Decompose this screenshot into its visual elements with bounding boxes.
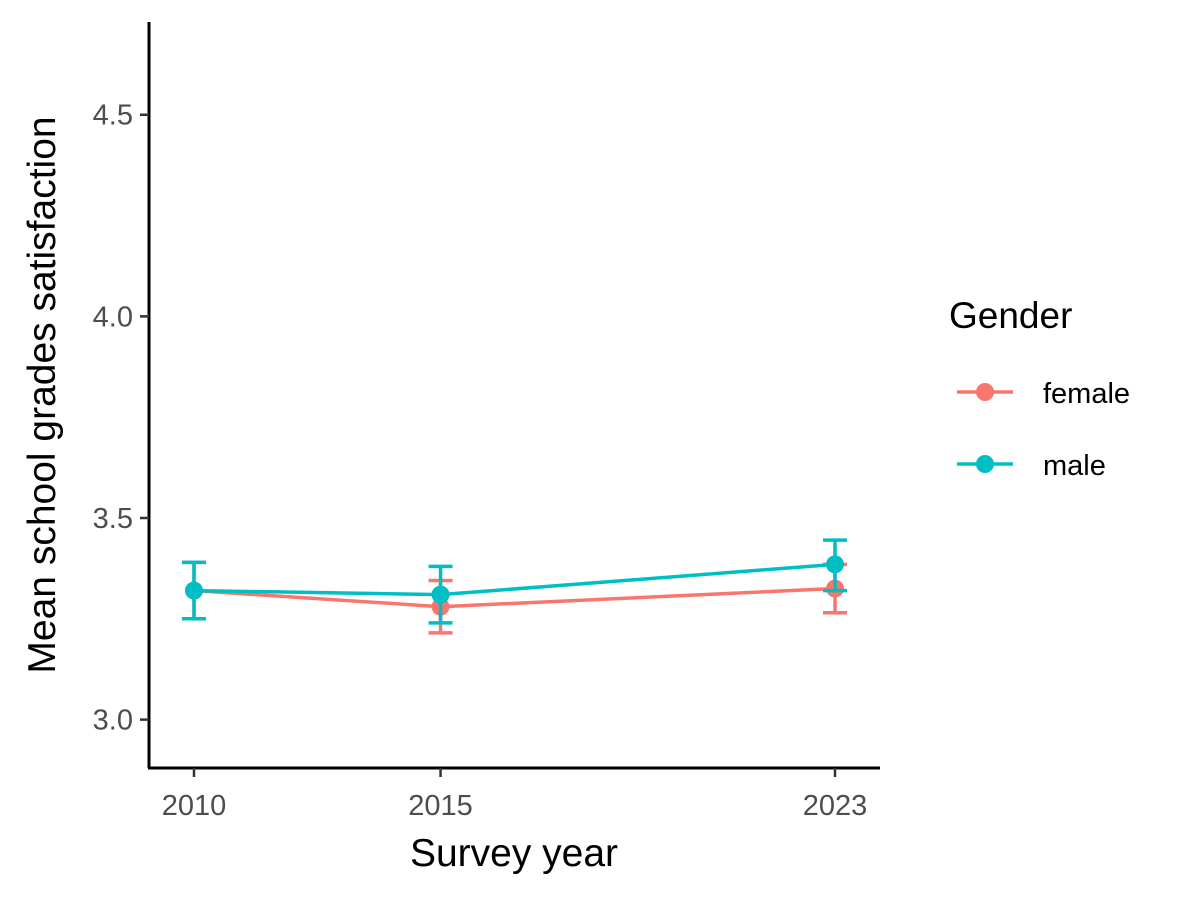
legend-label: male [1043,450,1106,482]
y-axis-title: Mean school grades satisfaction [21,116,64,673]
legend-item-female: female [957,378,1130,410]
plot-area: 3.0 3.5 4.0 4.5 2010 2015 2023 [93,22,880,822]
legend-label: female [1043,378,1130,410]
x-tick-label: 2010 [162,790,227,822]
legend-key-point [976,455,994,473]
legend-key-point [976,383,994,401]
male-point [431,585,450,604]
x-tick-label: 2015 [408,790,473,822]
y-tick-label: 4.5 [93,100,133,132]
y-tick-label: 4.0 [93,301,133,333]
legend-title: Gender [949,295,1072,336]
legend: Gender female male [949,295,1130,482]
legend-item-male: male [957,450,1106,482]
legend-items: female male [957,378,1130,482]
series-male [182,538,847,625]
male-point [826,555,844,574]
y-tick-label: 3.0 [93,705,133,737]
y-axis-ticks: 3.0 3.5 4.0 4.5 [93,100,149,737]
x-axis-title: Survey year [410,832,618,875]
series-layer [182,538,847,635]
male-point [185,581,203,600]
y-tick-label: 3.5 [93,503,133,535]
male-line [193,562,836,597]
x-axis-ticks: 2010 2015 2023 [162,768,868,822]
x-tick-label: 2023 [803,790,868,822]
series-female [182,560,847,635]
